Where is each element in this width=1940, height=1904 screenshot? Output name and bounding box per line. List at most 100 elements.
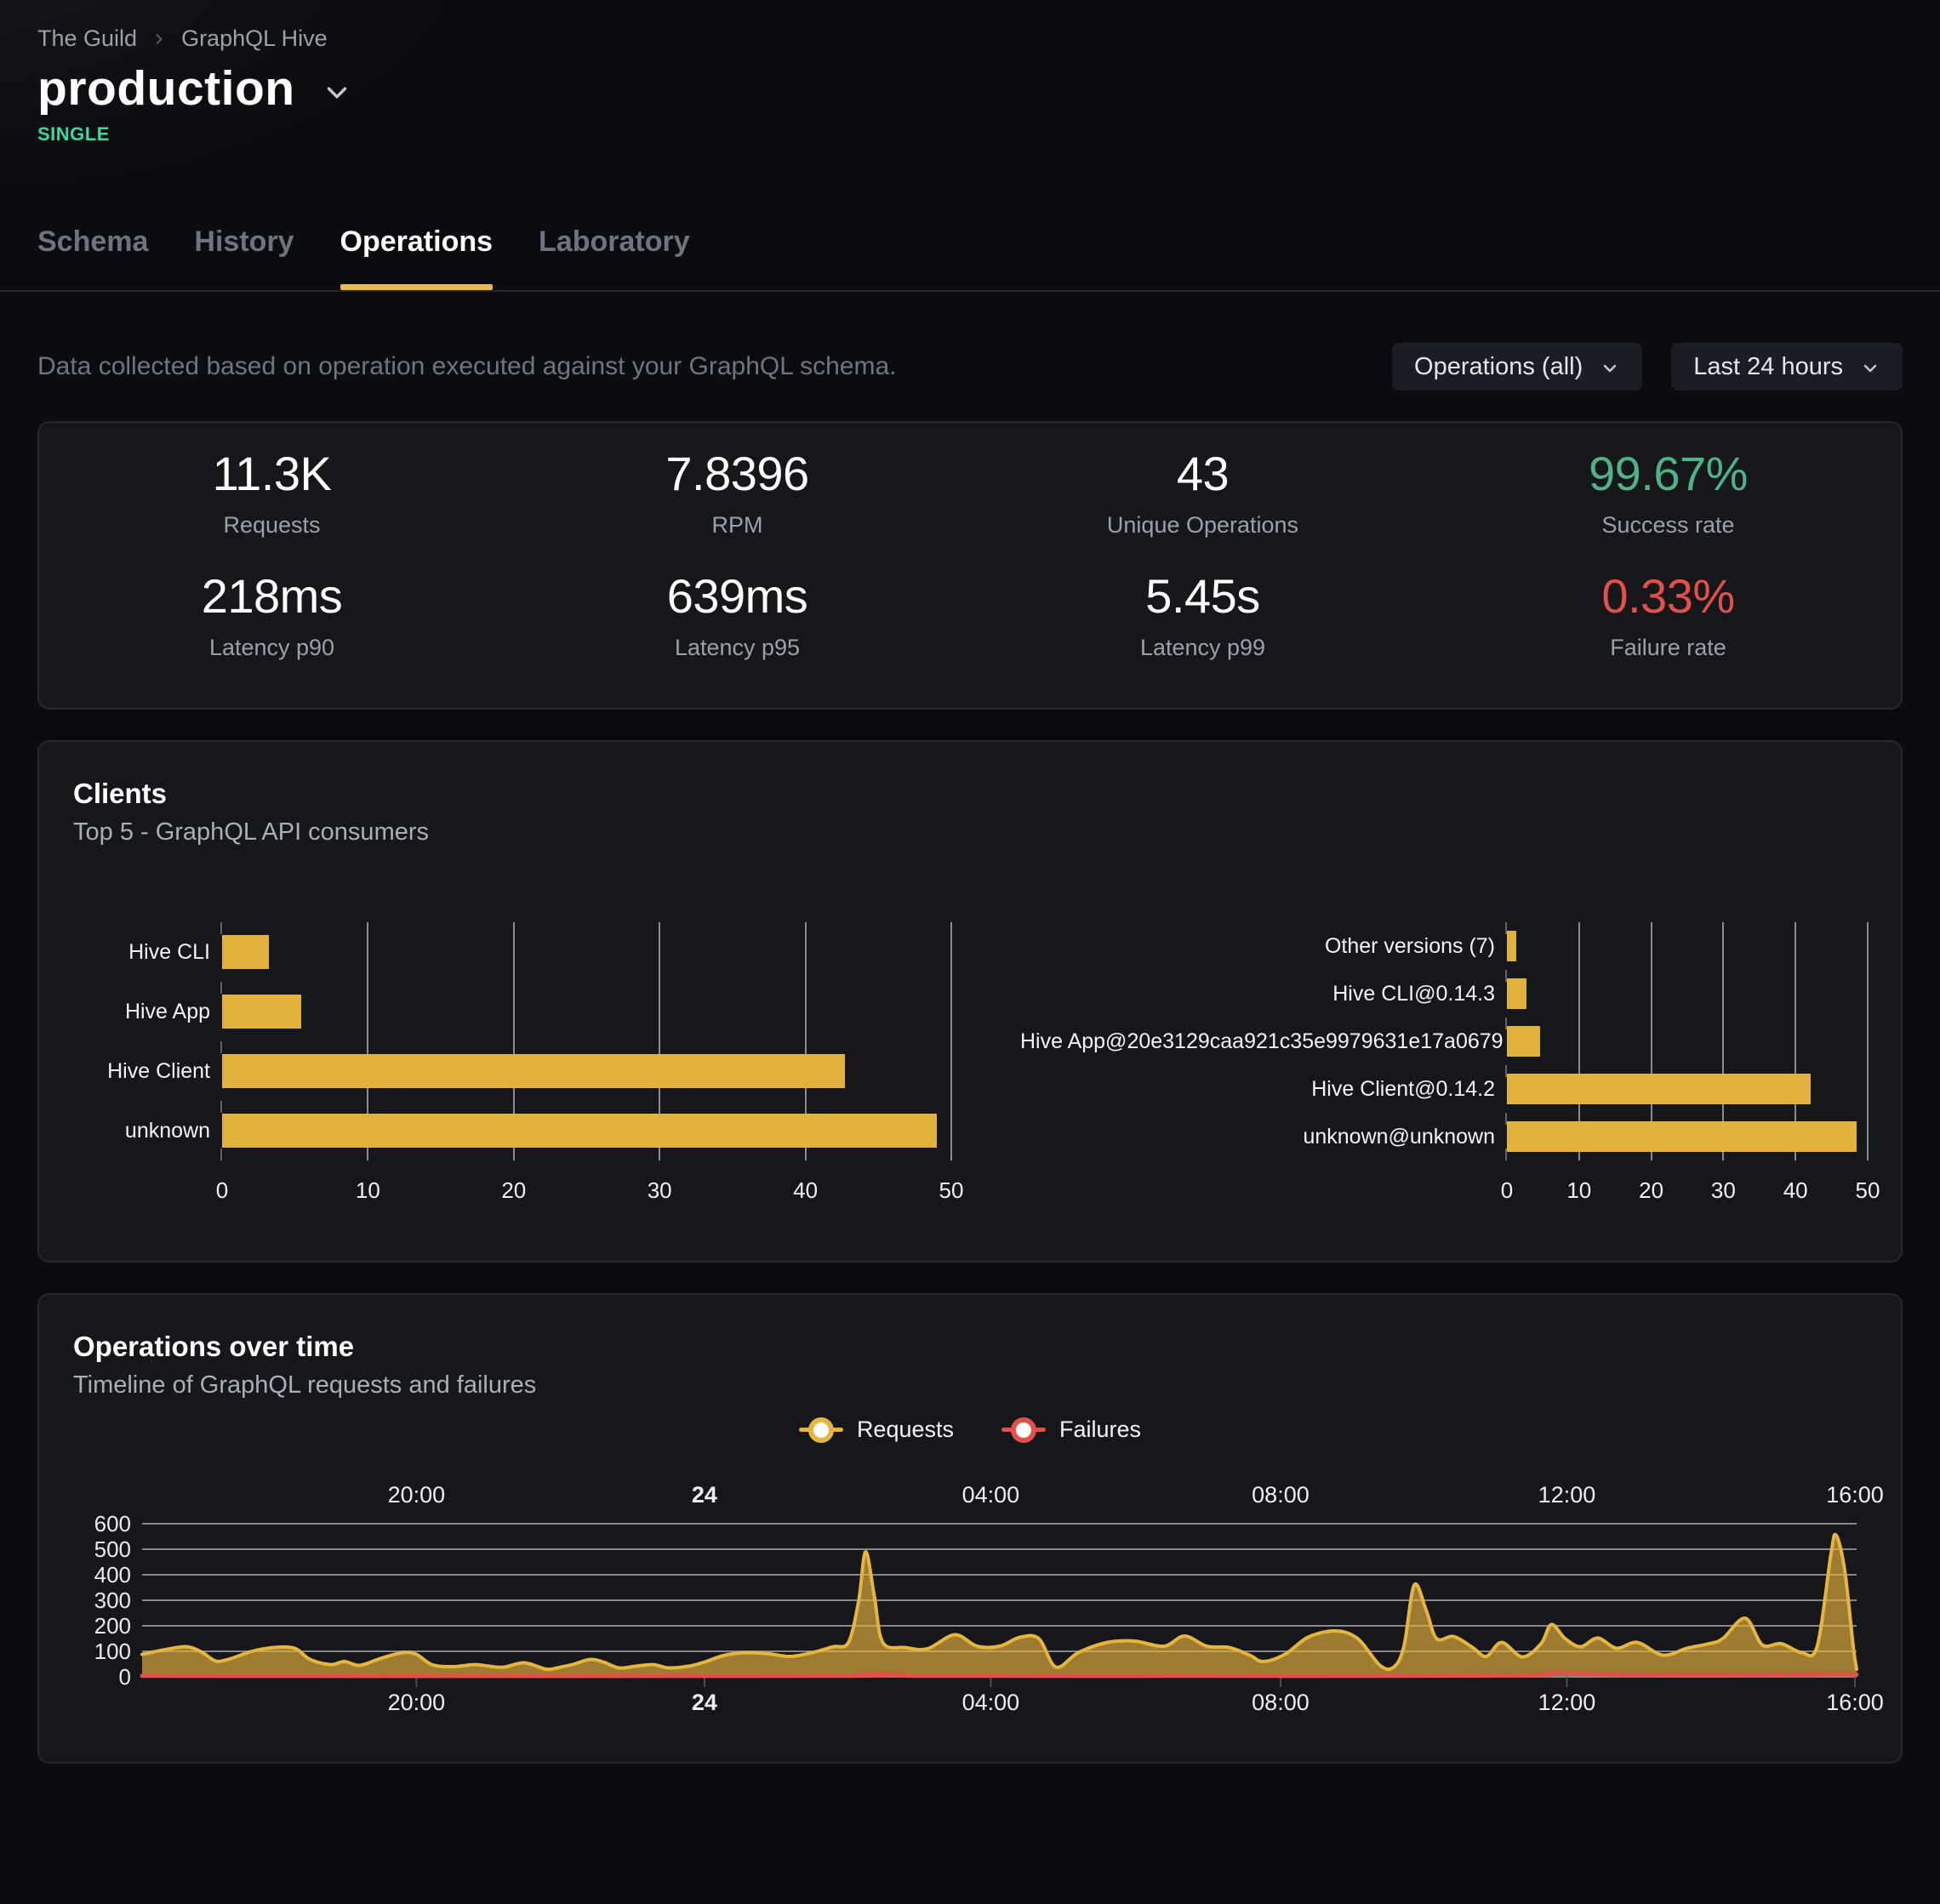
stat-label: Latency p95 (674, 635, 801, 660)
bar-row: Other versions (7) (1020, 922, 1868, 970)
bar-row: unknown@unknown (1020, 1113, 1868, 1160)
stat-label: Latency p90 (208, 635, 335, 660)
timeline-chart: 0 100 200 300 400 500 600 20:00 20:00 24 24 04:00 04… (73, 1479, 1884, 1719)
bar-track (1507, 1121, 1868, 1152)
bar-track (1507, 931, 1868, 961)
stat-label: Requests (223, 512, 321, 538)
tab-laboratory[interactable]: Laboratory (539, 225, 690, 258)
bar[interactable] (1507, 978, 1526, 1009)
controls-row: Data collected based on operation execut… (37, 343, 1903, 390)
axis-tick (1505, 1149, 1507, 1160)
bar-category-label: unknown@unknown (1303, 1124, 1495, 1149)
series-line-failures (140, 1670, 1859, 1679)
svg-text:400: 400 (94, 1562, 131, 1588)
operations-over-time-title: Operations over time (73, 1331, 355, 1362)
description-text: Data collected based on operation execut… (37, 352, 897, 380)
x-tick-label: 20 (501, 1177, 527, 1203)
svg-text:16:00: 16:00 (1826, 1690, 1884, 1715)
breadcrumb-org[interactable]: The Guild (37, 26, 138, 51)
bar[interactable] (1507, 1074, 1811, 1104)
bar[interactable] (222, 1114, 937, 1148)
bar-category-label: Other versions (7) (1324, 933, 1495, 958)
bar[interactable] (1507, 1026, 1540, 1057)
bar[interactable] (222, 1054, 845, 1088)
x-tick-label: 30 (1710, 1177, 1736, 1203)
x-tick-label: 20 (1639, 1177, 1664, 1203)
stat-value: 43 (1176, 447, 1230, 500)
x-tick-label: 50 (939, 1177, 964, 1203)
svg-text:24: 24 (692, 1690, 717, 1715)
stat-label: Unique Operations (1106, 512, 1299, 538)
chevron-down-icon (1604, 364, 1617, 372)
tab-operations[interactable]: Operations (340, 224, 494, 290)
bar[interactable] (222, 935, 269, 969)
tab-history[interactable]: History (194, 225, 294, 258)
stat-value: 639ms (666, 569, 808, 623)
stat-label: Failure rate (1610, 635, 1726, 660)
timeline-legend: Requests Failures (73, 1412, 1867, 1446)
bar[interactable] (222, 995, 301, 1029)
svg-text:0: 0 (119, 1664, 131, 1690)
bar-track (222, 1114, 951, 1148)
bar-category-label: Hive App (124, 999, 210, 1023)
stat-value: 99.67% (1589, 447, 1748, 500)
x-tick-label: 40 (793, 1177, 819, 1203)
bar-track (222, 995, 951, 1029)
stat-label: RPM (711, 512, 763, 538)
bar-category-label: Hive CLI (128, 939, 210, 964)
x-tick-label: 40 (1783, 1177, 1808, 1203)
stat-label: Success rate (1601, 512, 1735, 538)
breadcrumb-project[interactable]: GraphQL Hive (181, 26, 328, 51)
legend-item-requests[interactable]: Requests (798, 1417, 954, 1443)
axis-tick (1505, 970, 1507, 982)
target-selector-chevron-icon[interactable] (321, 77, 353, 113)
page: The Guild GraphQL Hive production SINGLE… (0, 26, 1940, 1764)
svg-text:04:00: 04:00 (962, 1482, 1020, 1508)
stat-value: 0.33% (1601, 569, 1735, 623)
svg-text:24: 24 (692, 1482, 717, 1508)
stat-value: 5.45s (1145, 569, 1260, 623)
stat-rpm: 7.8396 RPM (505, 447, 970, 538)
axis-tick (1505, 922, 1507, 934)
x-tick-label: 10 (355, 1177, 380, 1203)
breadcrumb: The Guild GraphQL Hive (37, 26, 1903, 52)
bar-track (1507, 1026, 1868, 1057)
stat-latency-p99: 5.45s Latency p99 (970, 569, 1435, 660)
bar-category-label: Hive Client@0.14.2 (1311, 1076, 1495, 1101)
x-tick-label: 30 (647, 1177, 672, 1203)
svg-text:300: 300 (94, 1588, 131, 1613)
clients-card: Clients Top 5 - GraphQL API consumers Hi… (37, 740, 1903, 1263)
bar-row: Hive App@20e3129caa921c35e9979631e17a067… (1020, 1018, 1868, 1065)
svg-text:12:00: 12:00 (1538, 1690, 1596, 1715)
x-tick-label: 10 (1566, 1177, 1592, 1203)
operations-filter-dropdown[interactable]: Operations (all) (1392, 343, 1643, 390)
operations-over-time-card: Operations over time Timeline of GraphQL… (37, 1293, 1903, 1764)
time-range-dropdown[interactable]: Last 24 hours (1671, 343, 1903, 390)
stats-card: 11.3K Requests 7.8396 RPM 43 Unique Operation… (37, 421, 1903, 710)
svg-text:100: 100 (94, 1639, 131, 1664)
svg-text:12:00: 12:00 (1538, 1482, 1596, 1508)
bar-track (1507, 1074, 1868, 1104)
svg-text:600: 600 (94, 1511, 131, 1536)
operations-over-time-subtitle: Timeline of GraphQL requests and failure… (73, 1371, 537, 1399)
page-title: production (37, 61, 295, 116)
tab-schema[interactable]: Schema (37, 225, 149, 258)
stat-value: 7.8396 (665, 447, 809, 500)
stat-latency-p90: 218ms Latency p90 (39, 571, 505, 660)
legend-item-failures[interactable]: Failures (1001, 1417, 1141, 1443)
stat-label: Latency p99 (1139, 635, 1266, 660)
bar-category-label: Hive App@20e3129caa921c35e9979631e17a067… (1020, 1029, 1504, 1053)
bar[interactable] (1507, 931, 1517, 961)
stat-value: 11.3K (212, 447, 332, 500)
x-tick-label: 0 (215, 1177, 229, 1203)
svg-text:04:00: 04:00 (962, 1690, 1020, 1715)
axis-tick (1505, 1113, 1507, 1125)
bar[interactable] (1507, 1121, 1857, 1152)
axis-tick (1505, 1018, 1507, 1029)
filters: Operations (all) Last 24 hours (1392, 343, 1903, 390)
svg-text:20:00: 20:00 (388, 1482, 446, 1508)
chevron-down-icon (1863, 364, 1877, 372)
client-versions-bar-chart: Other versions (7) Hive CLI@0.14.3 Hive Ap… (1020, 922, 1880, 1203)
stat-unique-operations: 43 Unique Operations (970, 447, 1435, 538)
clients-subtitle: Top 5 - GraphQL API consumers (73, 818, 430, 846)
